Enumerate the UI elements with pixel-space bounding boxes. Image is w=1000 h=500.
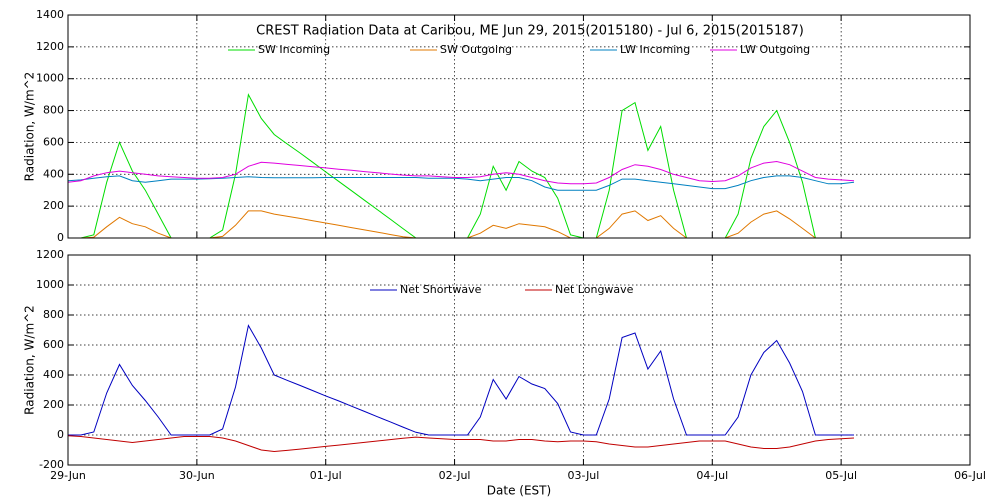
y-tick-label: 600 [43, 135, 64, 148]
x-tick-label: 04-Jul [696, 469, 728, 482]
y-tick-label: 1000 [36, 72, 64, 85]
y-tick-label: 0 [57, 428, 64, 441]
x-tick-label: 05-Jul [825, 469, 857, 482]
chart-title: CREST Radiation Data at Caribou, ME Jun … [256, 24, 804, 39]
y-tick-label: 400 [43, 368, 64, 381]
y-tick-label: 800 [43, 308, 64, 321]
x-tick-label: 02-Jul [439, 469, 471, 482]
legend-label: SW Incoming [258, 43, 330, 56]
x-tick-label: 03-Jul [567, 469, 599, 482]
y-tick-label: 1200 [36, 40, 64, 53]
series-line [68, 210, 854, 239]
y-tick-label: 1400 [36, 8, 64, 21]
y-tick-label: -200 [39, 458, 64, 471]
plot-frame [67, 254, 971, 466]
series-line [67, 435, 855, 453]
plot-frame [67, 14, 971, 239]
y-tick-label: 600 [43, 338, 64, 351]
y-axis-label: Radiation, W/m^2 [23, 72, 37, 182]
y-axis-label: Radiation, W/m^2 [23, 305, 37, 415]
y-tick-label: 400 [43, 167, 64, 180]
y-tick-label: 200 [43, 398, 64, 411]
series-line [67, 160, 855, 185]
legend-label: SW Outgoing [440, 43, 512, 56]
x-axis-label: Date (EST) [487, 484, 551, 498]
series-line [68, 324, 854, 436]
series-line [68, 93, 854, 239]
x-tick-label: 06-Jul [954, 469, 986, 482]
series-line [67, 175, 855, 191]
y-tick-label: 200 [43, 199, 64, 212]
y-tick-label: 800 [43, 104, 64, 117]
y-tick-label: 1000 [36, 278, 64, 291]
y-tick-label: 0 [57, 231, 64, 244]
x-tick-label: 01-Jul [310, 469, 342, 482]
legend-label: Net Longwave [555, 283, 634, 296]
y-tick-label: 1200 [36, 248, 64, 261]
legend-label: LW Incoming [620, 43, 690, 56]
x-tick-label: 29-Jun [50, 469, 86, 482]
legend-label: LW Outgoing [740, 43, 810, 56]
legend-label: Net Shortwave [400, 283, 482, 296]
x-tick-label: 30-Jun [179, 469, 215, 482]
